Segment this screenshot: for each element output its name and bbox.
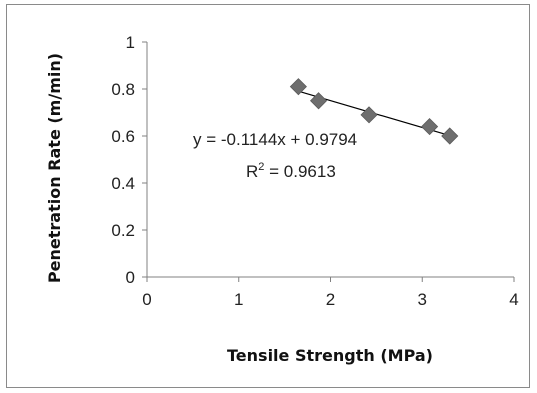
r-squared-label: R2 = 0.9613 <box>246 161 336 181</box>
chart-frame: 0 0.2 0.4 0.6 0.8 1 0 1 2 3 4 Penetration Rate (m… <box>6 4 530 388</box>
y-tick-label: 0.8 <box>111 80 135 99</box>
x-ticks: 0 1 2 3 4 <box>142 277 519 309</box>
x-tick-label: 3 <box>418 290 427 309</box>
trendline-equation: y = -0.1144x + 0.9794 <box>193 130 357 149</box>
x-tick-label: 1 <box>234 290 243 309</box>
data-points <box>289 78 459 145</box>
r-squared-superscript: 2 <box>258 161 264 173</box>
data-point <box>360 106 378 124</box>
r-squared-r: R <box>246 162 258 181</box>
x-tick-label: 0 <box>142 290 151 309</box>
y-tick-label: 0.4 <box>111 174 135 193</box>
data-point <box>310 92 328 110</box>
x-tick-label: 4 <box>509 290 518 309</box>
data-point <box>421 118 439 136</box>
x-tick-label: 2 <box>326 290 335 309</box>
x-axis-title: Tensile Strength (MPa) <box>227 346 433 365</box>
y-ticks: 0 0.2 0.4 0.6 0.8 1 <box>111 33 147 287</box>
y-axis-title: Penetration Rate (m/min) <box>45 53 64 283</box>
y-tick-label: 0 <box>126 268 135 287</box>
data-point <box>441 127 459 145</box>
y-tick-label: 1 <box>126 33 135 52</box>
scatter-chart: 0 0.2 0.4 0.6 0.8 1 0 1 2 3 4 Penetration Rate (m… <box>45 33 519 365</box>
y-tick-label: 0.2 <box>111 221 135 240</box>
r-squared-value: = 0.9613 <box>264 162 335 181</box>
axes: 0 0.2 0.4 0.6 0.8 1 0 1 2 3 4 <box>111 33 518 309</box>
data-point <box>289 78 307 96</box>
y-tick-label: 0.6 <box>111 127 135 146</box>
